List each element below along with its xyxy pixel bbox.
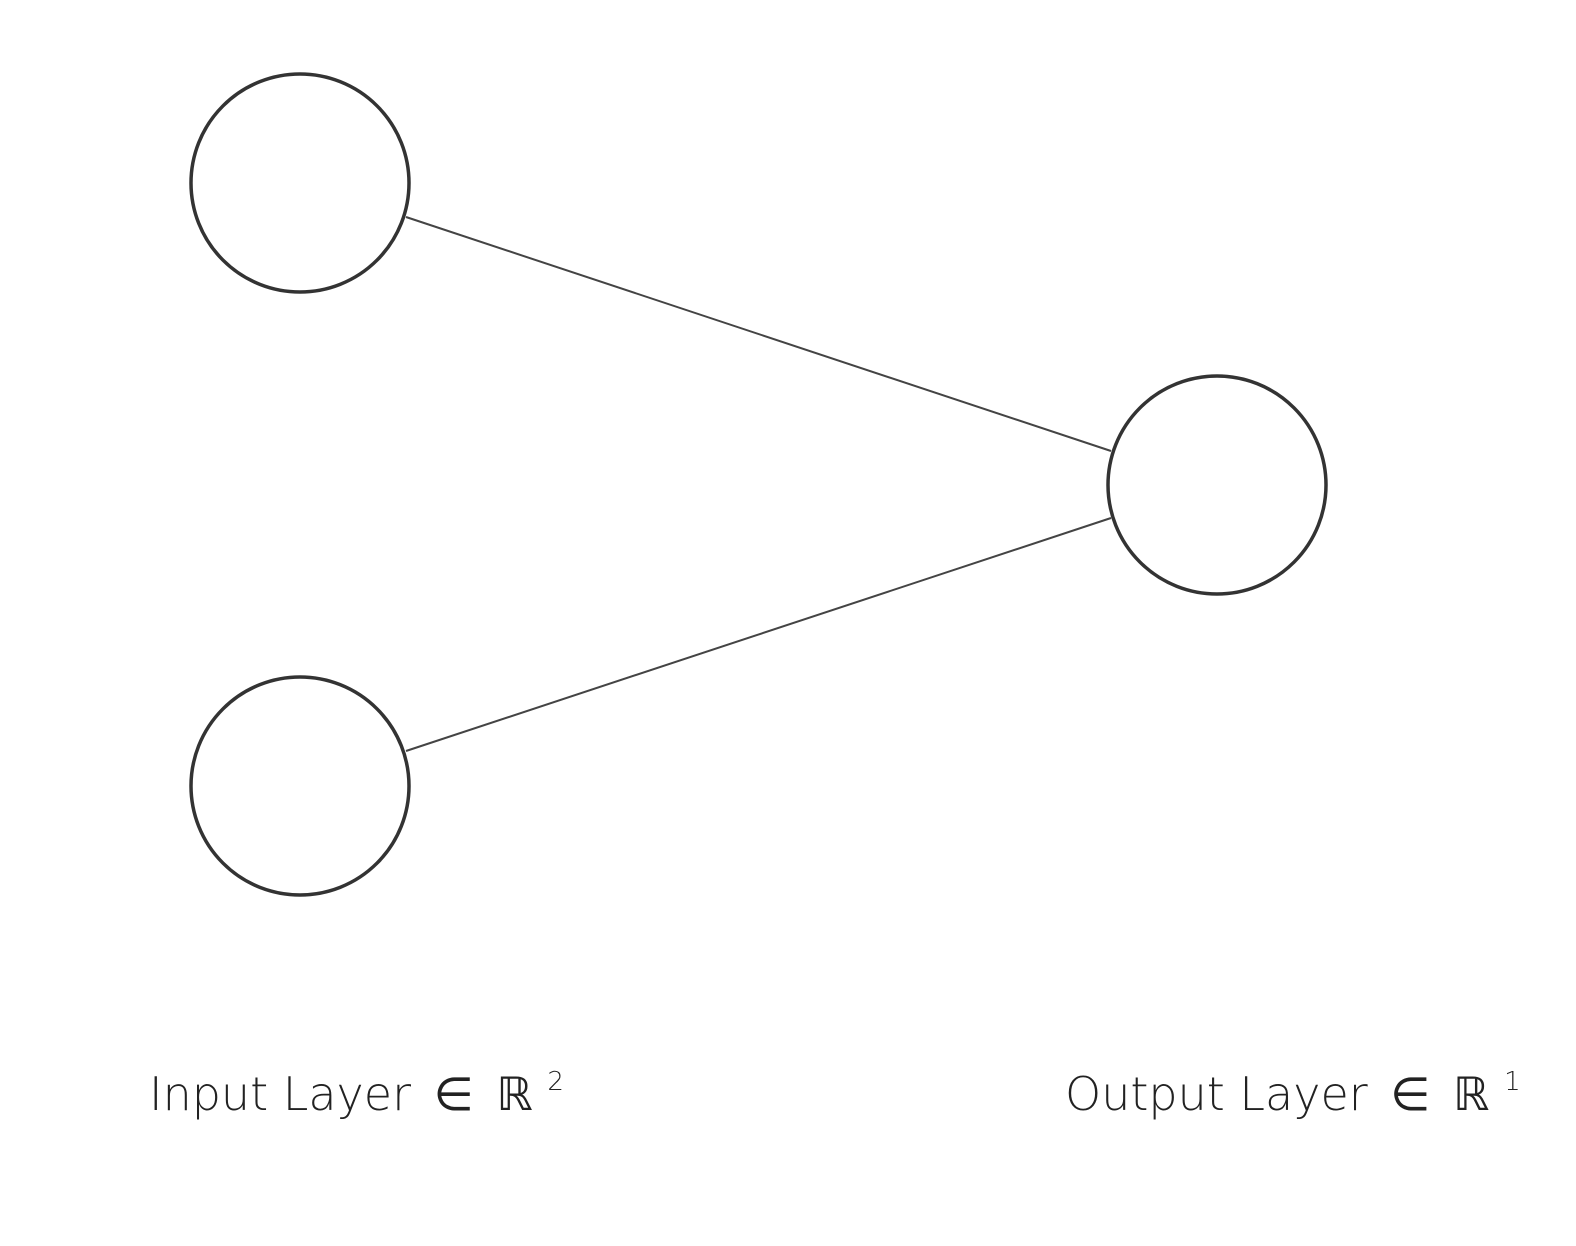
input-layer-label: Input Layer ∈ ℝ 2 <box>149 1067 564 1121</box>
output-layer-label: Output Layer ∈ ℝ 1 <box>1065 1067 1521 1121</box>
input-neuron-1 <box>189 675 411 897</box>
output-neuron-0 <box>1106 374 1328 596</box>
connection-input-0-to-output-0 <box>405 216 1112 452</box>
input-neuron-0 <box>189 72 411 294</box>
connection-input-1-to-output-0 <box>405 517 1112 752</box>
